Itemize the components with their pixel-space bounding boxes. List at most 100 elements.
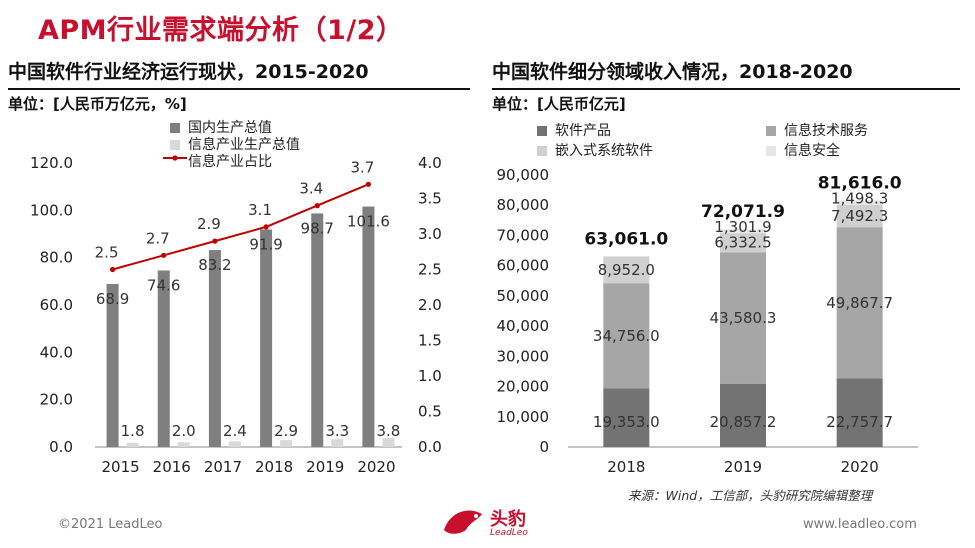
legend-label-share: 信息产业占比 [188,154,272,170]
left-divider [8,88,470,90]
legend-swatch-embedded [537,146,547,156]
copyright: ©2021 LeadLeo [58,517,163,532]
right-y-tick-label: 30,000 [497,347,550,365]
gdp-bar [157,270,170,447]
info-gdp-bar [382,438,395,447]
right-y-tick-label: 10,000 [497,408,550,426]
right-x-tick-label: 2018 [607,458,645,476]
info-gdp-bar [331,439,344,447]
left-x-tick-label: 2020 [357,458,395,476]
left-chart-subtitle: 中国软件行业经济运行现状，2015-2020 [8,61,369,83]
info-gdp-bar-label: 3.8 [376,422,400,440]
left-y-tick-label: 40.0 [40,343,73,361]
stack-segment [720,233,766,253]
share-point-label: 3.4 [299,180,323,198]
right-y-tick-label: 90,000 [497,166,550,184]
left-y-tick-label: 80.0 [40,249,73,267]
leadleo-logo-icon [444,510,482,534]
left-x-tick-label: 2016 [153,458,191,476]
stack-segment-label: 34,756.0 [593,327,660,345]
left-unit-label: 单位：[人民币万亿元，%] [8,95,187,113]
left-y2-tick-label: 1.5 [418,332,442,350]
stack-segment-label: 22,757.7 [826,413,893,431]
gdp-bar [208,250,221,447]
right-chart-subtitle: 中国软件细分领域收入情况，2018-2020 [492,61,853,83]
stack-segment-label: 49,867.7 [826,294,893,312]
stack-total-label: 81,616.0 [818,173,902,193]
share-point-label: 2.7 [146,229,170,247]
gdp-bar-label: 74.6 [147,276,180,294]
gdp-bar-label: 68.9 [96,290,129,308]
legend-label-embedded: 嵌入式系统软件 [555,143,653,159]
left-y2-tick-label: 0.5 [418,403,442,421]
share-point [263,224,269,230]
gdp-bar [106,283,119,447]
left-y-tick-label: 100.0 [30,201,73,219]
share-point-label: 2.9 [197,215,221,233]
share-line [112,183,369,271]
share-point-label: 2.5 [95,244,119,262]
gdp-bar-label: 101.6 [347,213,390,231]
info-gdp-bar-label: 1.8 [121,422,145,440]
left-x-tick-label: 2019 [306,458,344,476]
gdp-bar [311,213,324,447]
left-y-tick-label: 120.0 [30,154,73,172]
share-point-label: 3.7 [350,158,374,176]
right-unit-label: 单位：[人民币亿元] [492,95,626,113]
logo-subtext: LeadLeo [490,528,528,538]
gdp-bar-label: 91.9 [249,236,282,254]
logo-text: 头豹 [490,509,526,530]
info-gdp-bar-label: 2.4 [223,422,247,440]
right-y-tick-label: 50,000 [497,287,550,305]
info-gdp-bar-label: 3.3 [325,422,349,440]
legend-label-security: 信息安全 [784,143,840,159]
stack-segment [836,200,883,205]
share-point [161,252,167,258]
stack-segment-label: 1,498.3 [831,189,888,207]
left-x-tick-label: 2018 [255,458,293,476]
left-y2-tick-label: 1.0 [418,367,442,385]
stack-segment [836,378,883,447]
info-gdp-bar-label: 2.0 [172,422,196,440]
stack-segment-label: 7,492.3 [831,207,888,225]
left-y2-tick-label: 3.0 [418,225,442,243]
info-gdp-bar [177,442,190,447]
stack-segment-label: 1,301.9 [714,218,771,236]
share-point [365,181,372,187]
share-point-label: 3.1 [248,201,272,219]
legend-swatch-info-gdp [170,140,180,150]
legend-label-gdp: 国内生产总值 [188,120,272,136]
stack-segment [836,204,883,228]
stack-segment [603,388,650,447]
right-y-tick-label: 80,000 [497,196,550,214]
left-y-tick-label: 0.0 [49,438,73,456]
left-y2-tick-label: 4.0 [418,154,442,172]
stack-segment-label: 19,353.0 [593,413,660,431]
legend-label-it-services: 信息技术服务 [784,123,868,139]
stack-segment-label: 43,580.3 [710,309,777,327]
right-x-tick-label: 2019 [724,458,762,476]
info-gdp-bar-label: 2.9 [274,422,298,440]
right-divider [492,88,960,90]
stack-segment-label: 20,857.2 [710,413,777,431]
share-point [212,238,218,244]
left-y-tick-label: 60.0 [40,296,73,314]
legend-label-software-products: 软件产品 [555,123,611,139]
gdp-bar-label: 98.7 [301,219,334,237]
stack-segment-label: 6,332.5 [714,234,771,252]
left-y-tick-label: 20.0 [40,391,73,409]
legend-swatch-gdp [170,123,180,133]
left-x-tick-label: 2015 [101,458,139,476]
stack-segment [603,256,650,284]
website-link[interactable]: www.leadleo.com [803,517,917,532]
right-y-tick-label: 60,000 [497,257,550,275]
left-x-tick-label: 2017 [204,458,242,476]
legend-label-info-gdp: 信息产业生产总值 [188,137,300,153]
stack-segment [836,227,883,379]
source-note: 来源：Wind，工信部，头豹研究院编辑整理 [628,488,873,503]
stack-total-label: 72,071.9 [701,202,785,222]
right-y-tick-label: 40,000 [497,317,550,335]
info-gdp-bar [280,440,293,447]
left-y2-tick-label: 2.0 [418,296,442,314]
